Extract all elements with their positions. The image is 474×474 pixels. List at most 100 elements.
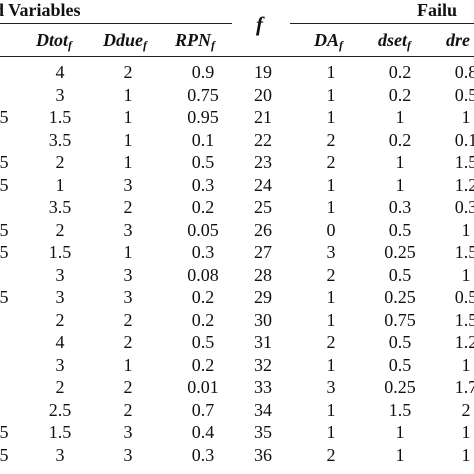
cell-dre: 1 bbox=[461, 422, 471, 442]
cell-dtot: 1.5 bbox=[48, 242, 72, 262]
cell-da: 1 bbox=[326, 174, 336, 195]
cell-rpn: 0.5 bbox=[191, 332, 215, 352]
table-row: 3 3 0.08 28 2 0.5 1 bbox=[0, 264, 474, 286]
cell-f-left bbox=[0, 61, 19, 83]
cell-rpn: 0.2 bbox=[191, 354, 215, 375]
col-header-dset-name: dset bbox=[378, 30, 407, 50]
cell-dtot: 3 bbox=[55, 444, 65, 465]
cell-dset: 1 bbox=[395, 152, 405, 172]
cell-dset: 1.5 bbox=[388, 399, 412, 420]
cell-f-left bbox=[0, 376, 19, 398]
cell-dre: 1 bbox=[461, 264, 471, 285]
cell-ddue: 2 bbox=[123, 399, 133, 420]
cell-da: 2 bbox=[326, 444, 336, 465]
col-header-ddue-sub: f bbox=[143, 38, 147, 52]
cell-f: 30 bbox=[254, 309, 272, 330]
cell-f: 19 bbox=[254, 62, 272, 82]
cell-da: 1 bbox=[326, 399, 336, 420]
cell-f: 31 bbox=[254, 332, 272, 352]
table-row: 5 3 3 0.3 36 2 1 1 bbox=[0, 444, 474, 466]
cell-dtot: 2.5 bbox=[48, 399, 72, 420]
col-header-dtot-name: Dtot bbox=[36, 30, 69, 50]
cell-dset: 0.25 bbox=[384, 287, 416, 307]
cell-dtot: 3 bbox=[55, 287, 65, 307]
cell-ddue: 2 bbox=[123, 309, 133, 330]
cell-f-left bbox=[0, 129, 19, 151]
cell-f-left bbox=[0, 196, 19, 218]
cell-ddue: 1 bbox=[123, 129, 133, 150]
cell-dtot: 2 bbox=[55, 219, 65, 240]
cell-dre: 1.2 bbox=[454, 332, 474, 352]
table-row: 5 3 3 0.2 29 1 0.25 0.5 bbox=[0, 286, 474, 308]
cell-dset: 0.5 bbox=[388, 332, 412, 352]
cell-da: 2 bbox=[326, 264, 336, 285]
cell-dset: 0.5 bbox=[388, 264, 412, 285]
table-row: 4 2 0.5 31 2 0.5 1.2 bbox=[0, 331, 474, 353]
cell-dset: 0.2 bbox=[388, 129, 412, 150]
cell-ddue: 2 bbox=[123, 332, 133, 352]
cell-f: 20 bbox=[254, 84, 272, 105]
col-header-rpn-sub: f bbox=[211, 38, 215, 52]
cell-ddue: 3 bbox=[123, 444, 133, 465]
group-header-failure: Failu bbox=[417, 0, 458, 20]
cell-dset: 1 bbox=[395, 107, 405, 127]
cell-f: 23 bbox=[254, 152, 272, 172]
group-rule-right bbox=[290, 23, 474, 24]
cell-f: 26 bbox=[254, 219, 272, 240]
cell-da: 0 bbox=[326, 219, 336, 240]
cell-f: 35 bbox=[254, 422, 272, 442]
cell-rpn: 0.2 bbox=[191, 197, 215, 217]
cell-dtot: 2 bbox=[55, 377, 65, 397]
col-header-ddue-name: Ddue bbox=[103, 30, 143, 50]
cell-ddue: 3 bbox=[123, 264, 133, 285]
cell-f-left bbox=[0, 309, 19, 331]
header-bottom-rule bbox=[0, 56, 474, 57]
cell-f: 29 bbox=[254, 287, 272, 307]
cell-ddue: 2 bbox=[123, 197, 133, 217]
cell-f: 24 bbox=[254, 174, 272, 195]
col-header-rpn: RPNf bbox=[175, 29, 215, 51]
cell-dset: 0.75 bbox=[384, 309, 416, 330]
cell-dtot: 1 bbox=[55, 174, 65, 195]
cell-dtot: 3 bbox=[55, 354, 65, 375]
cell-ddue: 1 bbox=[123, 242, 133, 262]
cell-dtot: 3.5 bbox=[48, 197, 72, 217]
cell-f-left bbox=[0, 264, 19, 286]
cell-dre: 1 bbox=[461, 107, 471, 127]
cell-dre: 0.5 bbox=[454, 84, 474, 105]
cell-f-left: 5 bbox=[0, 444, 9, 465]
cell-f-left: 5 bbox=[0, 242, 9, 262]
col-header-ddue: Dduef bbox=[103, 29, 147, 51]
cell-dtot: 1.5 bbox=[48, 422, 72, 442]
cell-dre: 0.8 bbox=[454, 62, 474, 82]
col-header-da-sub: f bbox=[339, 38, 344, 52]
cell-dre: 2 bbox=[461, 399, 471, 420]
cell-dset: 1 bbox=[395, 174, 405, 195]
cell-ddue: 1 bbox=[123, 354, 133, 375]
cell-ddue: 3 bbox=[123, 219, 133, 240]
col-header-da: DAf bbox=[314, 29, 343, 51]
cell-dset: 0.25 bbox=[384, 242, 416, 262]
cell-f: 28 bbox=[254, 264, 272, 285]
col-header-dset-sub: f bbox=[407, 38, 411, 52]
cell-da: 3 bbox=[326, 242, 336, 262]
cell-f-left bbox=[0, 399, 19, 421]
cell-f-left: 5 bbox=[0, 174, 9, 195]
cell-da: 3 bbox=[326, 377, 336, 397]
cell-da: 1 bbox=[326, 287, 336, 307]
table-row: 3 1 0.2 32 1 0.5 1 bbox=[0, 354, 474, 376]
cell-dre: 0.1 bbox=[454, 129, 474, 150]
group-rule-left bbox=[0, 23, 232, 24]
cell-rpn: 0.95 bbox=[187, 107, 219, 127]
cell-dre: 0.5 bbox=[454, 287, 474, 307]
cell-dset: 0.3 bbox=[388, 197, 412, 217]
cell-f: 27 bbox=[254, 242, 272, 262]
cell-dtot: 3.5 bbox=[48, 129, 72, 150]
cell-f: 36 bbox=[254, 444, 272, 465]
cell-ddue: 3 bbox=[123, 287, 133, 307]
table-row: 5 1.5 1 0.3 27 3 0.25 1.5 bbox=[0, 241, 474, 263]
cell-dre: 1 bbox=[461, 444, 471, 465]
cell-dset: 1 bbox=[395, 422, 405, 442]
cell-dset: 0.5 bbox=[388, 219, 412, 240]
